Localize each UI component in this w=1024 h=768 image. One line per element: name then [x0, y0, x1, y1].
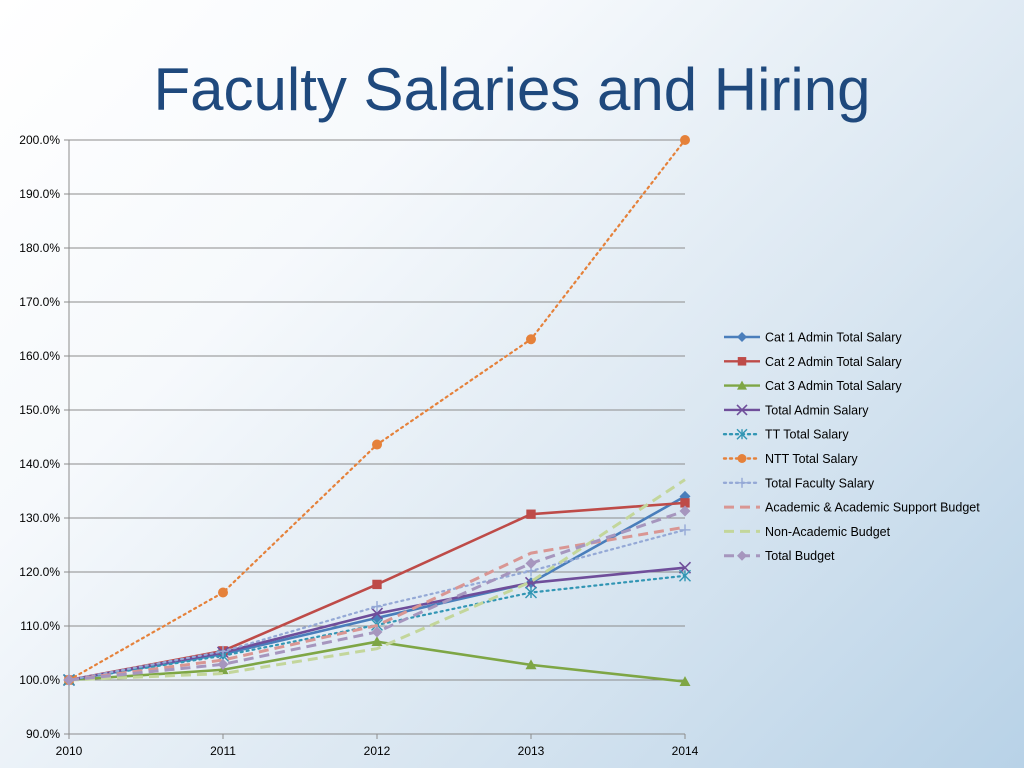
- series-line: [68, 509, 686, 682]
- x-tick-label: 2014: [672, 744, 699, 758]
- legend-item: Cat 2 Admin Total Salary: [724, 355, 902, 369]
- diamond-marker: [217, 658, 229, 670]
- legend-label: Academic & Academic Support Budget: [765, 501, 980, 515]
- square-marker: [372, 579, 382, 590]
- x-marker: [736, 404, 748, 416]
- y-tick-label: 200.0%: [19, 133, 60, 147]
- circle-marker: [526, 334, 536, 345]
- legend-item: TT Total Salary: [722, 428, 849, 442]
- y-tick-label: 190.0%: [19, 187, 60, 201]
- legend-item: Total Budget: [724, 549, 835, 563]
- star-marker: [679, 569, 691, 582]
- series-lines: [62, 135, 692, 687]
- y-tick-label: 120.0%: [19, 565, 60, 579]
- series-7: [63, 524, 691, 686]
- plus-marker: [371, 601, 383, 613]
- legend-item: Cat 3 Admin Total Salary: [724, 379, 902, 393]
- legend-item: NTT Total Salary: [722, 452, 858, 466]
- square-marker: [680, 498, 690, 508]
- star-marker: [525, 586, 537, 599]
- square-marker: [526, 509, 536, 519]
- y-tick-label: 130.0%: [19, 511, 60, 525]
- x-tick-label: 2011: [210, 744, 236, 758]
- diamond-marker: [525, 557, 537, 569]
- diamond-marker: [63, 674, 75, 686]
- triangle-marker: [525, 659, 537, 670]
- y-tick-label: 100.0%: [19, 673, 60, 687]
- legend-label: Total Budget: [765, 549, 835, 563]
- square-marker: [737, 357, 747, 366]
- y-tick-label: 150.0%: [19, 403, 60, 417]
- triangle-marker: [371, 636, 383, 647]
- series-line: [68, 478, 686, 682]
- legend-item: Cat 1 Admin Total Salary: [724, 331, 902, 345]
- diamond-marker: [737, 332, 747, 342]
- legend-item: Total Admin Salary: [724, 403, 869, 417]
- series-9: [68, 478, 686, 682]
- series-line: [68, 501, 686, 682]
- x-tick-label: 2013: [518, 744, 545, 758]
- plus-marker: [679, 524, 691, 536]
- circle-marker: [680, 135, 690, 145]
- triangle-marker: [737, 380, 747, 390]
- triangle-marker: [679, 676, 691, 687]
- legend-label: Non-Academic Budget: [765, 525, 891, 539]
- circle-marker: [737, 454, 747, 463]
- y-tick-label: 140.0%: [19, 457, 60, 471]
- legend-label: Total Faculty Salary: [765, 476, 875, 490]
- legend-label: TT Total Salary: [765, 428, 849, 442]
- circle-marker: [372, 439, 382, 450]
- series-10: [63, 505, 691, 686]
- diamond-marker: [679, 505, 691, 517]
- diamond-marker: [371, 626, 383, 638]
- diamond-marker: [737, 550, 747, 561]
- series-3: [63, 636, 691, 687]
- legend-label: Cat 3 Admin Total Salary: [765, 379, 902, 393]
- plus-marker: [217, 645, 229, 657]
- legend-label: Total Admin Salary: [765, 403, 869, 417]
- y-tick-label: 110.0%: [20, 619, 60, 633]
- legend-label: NTT Total Salary: [765, 452, 858, 466]
- star-marker: [736, 428, 748, 440]
- y-tick-label: 90.0%: [26, 727, 60, 741]
- legend: Cat 1 Admin Total Salary Cat 2 Admin Tota…: [722, 331, 980, 563]
- x-tick-label: 2010: [56, 744, 83, 758]
- plus-marker: [737, 477, 747, 488]
- x-marker: [370, 607, 384, 620]
- y-tick-label: 170.0%: [19, 295, 60, 309]
- legend-item: Total Faculty Salary: [722, 476, 875, 490]
- circle-marker: [218, 587, 228, 598]
- y-tick-label: 160.0%: [19, 349, 60, 363]
- slide-title: Faculty Salaries and Hiring: [153, 56, 871, 123]
- axes: 90.0% 100.0% 110.0% 120.0% 130.0% 140.0% 150.0…: [19, 133, 698, 758]
- series-2: [64, 498, 690, 685]
- legend-label: Cat 1 Admin Total Salary: [765, 331, 902, 345]
- x-tick-label: 2012: [364, 744, 391, 758]
- y-tick-label: 180.0%: [19, 241, 60, 255]
- legend-label: Cat 2 Admin Total Salary: [765, 355, 902, 369]
- legend-item: Non-Academic Budget: [724, 525, 891, 539]
- legend-item: Academic & Academic Support Budget: [724, 501, 980, 515]
